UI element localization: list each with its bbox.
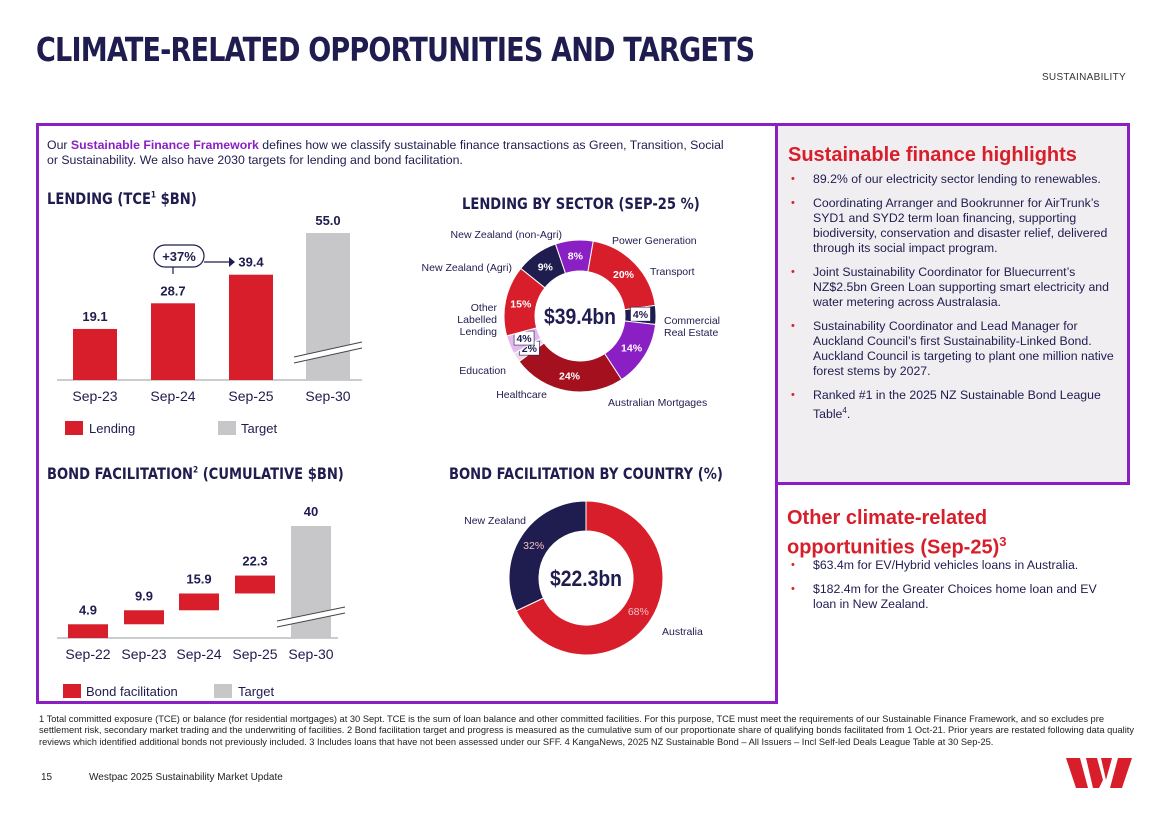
- bullet-icon: •: [791, 389, 795, 401]
- intro-prefix: Our: [47, 138, 71, 152]
- lending-title-b: $BN): [156, 189, 197, 208]
- highlight-text: Sustainability Coordinator and Lead Mana…: [813, 319, 1114, 378]
- bond-title-b: (CUMULATIVE $BN): [198, 464, 344, 483]
- highlights-panel: Sustainable finance highlights • 89.2% of…: [778, 123, 1130, 485]
- intro-rest: defines how we classify sustainable fina…: [47, 138, 724, 167]
- page-number: 15: [41, 772, 53, 783]
- document-name: Westpac 2025 Sustainability Market Updat…: [89, 772, 283, 783]
- highlight-text: 89.2% of our electricity sector lending …: [813, 172, 1101, 186]
- framework-link[interactable]: Sustainable Finance Framework: [70, 138, 259, 152]
- highlight-item: • 89.2% of our electricity sector lending…: [788, 172, 1118, 187]
- bullet-icon: •: [791, 320, 795, 332]
- lending-chart-title: LENDING (TCE1 $BN): [47, 189, 197, 208]
- bond-title-a: BOND FACILITATION: [47, 464, 193, 483]
- highlights-title: Sustainable finance highlights: [788, 144, 1077, 166]
- highlight-item: • Sustainability Coordinator and Lead Man…: [788, 319, 1118, 379]
- highlight-item: • Coordinating Arranger and Bookrunner fo…: [788, 196, 1118, 256]
- section-label: SUSTAINABILITY: [1041, 72, 1126, 83]
- highlight-item: • Joint Sustainability Coordinator for Bl…: [788, 265, 1118, 310]
- country-chart-title: BOND FACILITATION BY COUNTRY (%): [449, 464, 723, 483]
- sector-chart-title: LENDING BY SECTOR (SEP-25 %): [462, 194, 700, 213]
- bullet-icon: •: [791, 197, 795, 209]
- highlight-text: Ranked #1 in the 2025 NZ Sustainable Bon…: [813, 388, 1101, 422]
- opportunity-text: $182.4m for the Greater Choices home loa…: [813, 582, 1097, 611]
- bullet-icon: •: [791, 583, 795, 595]
- lending-title-sup: 1: [150, 190, 157, 201]
- highlights-list: • 89.2% of our electricity sector lending…: [788, 172, 1118, 431]
- bond-title-sup: 2: [192, 465, 199, 476]
- page-title: CLIMATE-RELATED OPPORTUNITIES AND TARGET…: [36, 30, 755, 69]
- lending-title-a: LENDING (TCE: [47, 189, 151, 208]
- highlight-tail: .: [846, 407, 851, 422]
- bullet-icon: •: [791, 266, 795, 278]
- highlight-text: Coordinating Arranger and Bookrunner for…: [813, 196, 1108, 255]
- bullet-icon: •: [791, 559, 795, 571]
- highlight-text: Joint Sustainability Coordinator for Blu…: [813, 265, 1109, 309]
- targets-panel: Our Sustainable Finance Framework define…: [36, 123, 778, 704]
- bond-chart-title: BOND FACILITATION2 (CUMULATIVE $BN): [47, 464, 344, 483]
- opportunity-text: $63.4m for EV/Hybrid vehicles loans in A…: [813, 558, 1079, 572]
- intro-text: Our Sustainable Finance Framework define…: [47, 138, 737, 168]
- opportunity-item: • $63.4m for EV/Hybrid vehicles loans in …: [788, 558, 1118, 573]
- bullet-icon: •: [791, 173, 795, 185]
- opportunity-item: • $182.4m for the Greater Choices home lo…: [788, 582, 1118, 612]
- highlight-sup: 4: [842, 406, 847, 415]
- other-opportunities-list: • $63.4m for EV/Hybrid vehicles loans in …: [788, 558, 1118, 621]
- other-title-sup: 3: [999, 534, 1007, 549]
- westpac-logo: [1066, 758, 1132, 788]
- other-opportunities-title: Other climate-related opportunities (Sep…: [787, 507, 1087, 560]
- highlight-item: • Ranked #1 in the 2025 NZ Sustainable Bo…: [788, 388, 1118, 422]
- footnotes: 1 Total committed exposure (TCE) or bala…: [39, 714, 1135, 747]
- other-title-text: Other climate-related opportunities (Sep…: [787, 507, 1000, 559]
